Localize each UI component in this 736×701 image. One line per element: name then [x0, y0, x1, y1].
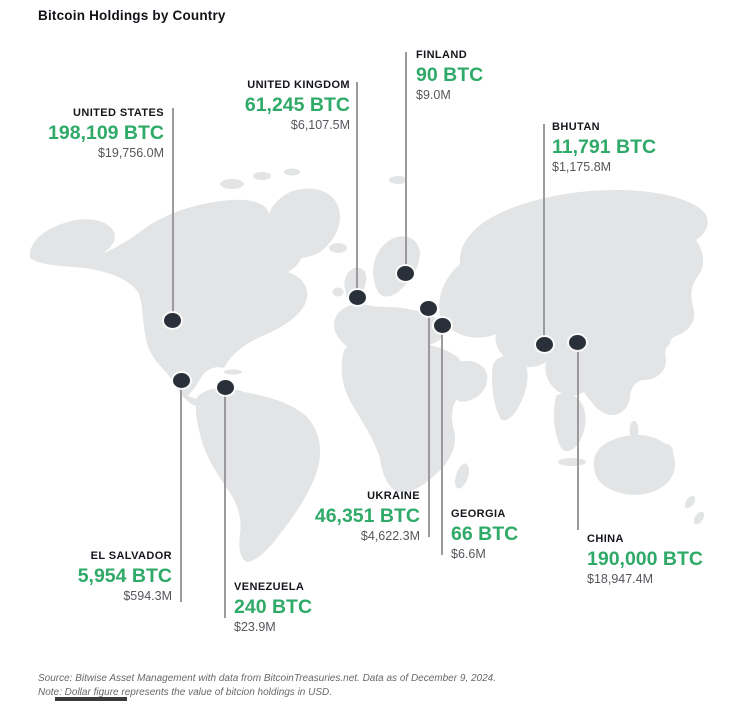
- region-arabia: [449, 360, 488, 402]
- leader-line-united-kingdom: [356, 82, 358, 289]
- btc-amount: 61,245 BTC: [244, 94, 350, 116]
- country-name: UNITED STATES: [73, 107, 164, 119]
- arctic-island: [253, 172, 271, 180]
- usd-value: $9.0M: [416, 88, 451, 102]
- map-marker-georgia: [433, 317, 451, 333]
- map-marker-china: [568, 334, 586, 350]
- island-cuba: [224, 369, 242, 375]
- btc-amount: 240 BTC: [234, 596, 313, 618]
- arctic-island: [389, 176, 407, 184]
- note-line: Note: Dollar figure represents the value…: [38, 687, 333, 698]
- usd-value: $19,756.0M: [97, 146, 164, 160]
- country-name: FINLAND: [416, 49, 468, 61]
- callout-finland: FINLAND 90 BTC $9.0M: [416, 48, 483, 103]
- leader-line-el-salvador: [180, 388, 182, 602]
- btc-amount: 190,000 BTC: [587, 548, 703, 570]
- btc-amount: 90 BTC: [416, 64, 484, 86]
- callout-el-salvador: EL SALVADOR 5,954 BTC $594.3M: [78, 549, 172, 604]
- country-name: UKRAINE: [367, 490, 420, 502]
- leader-line-china: [577, 350, 579, 530]
- island-philippines: [629, 421, 639, 439]
- island-iceland: [329, 243, 347, 253]
- map-marker-united-kingdom: [348, 289, 366, 305]
- map-marker-finland: [396, 265, 414, 281]
- footnote: Source: Bitwise Asset Management with da…: [38, 672, 496, 700]
- callout-united-states: UNITED STATES 198,109 BTC $19,756.0M: [48, 106, 164, 161]
- usd-value: $1,175.8M: [552, 160, 612, 174]
- arctic-island: [220, 179, 244, 189]
- island-new-zealand: [684, 495, 696, 509]
- continent-australia: [593, 434, 676, 495]
- callout-united-kingdom: UNITED KINGDOM 61,245 BTC $6,107.5M: [245, 78, 350, 133]
- usd-value: $4,622.3M: [360, 529, 420, 543]
- leader-line-bhutan: [543, 124, 545, 336]
- callout-china: CHINA 190,000 BTC $18,947.4M: [587, 532, 703, 587]
- region-india: [492, 355, 528, 421]
- continent-south-america: [195, 387, 321, 562]
- leader-line-ukraine: [428, 316, 430, 537]
- btc-amount: 66 BTC: [451, 523, 519, 545]
- btc-amount: 11,791 BTC: [552, 136, 657, 158]
- country-name: BHUTAN: [552, 121, 601, 133]
- country-name: GEORGIA: [451, 508, 506, 520]
- island-japan: [660, 334, 672, 350]
- island-ireland: [332, 287, 344, 297]
- map-marker-el-salvador: [172, 372, 190, 388]
- continent-north-america: [29, 199, 308, 398]
- map-marker-united-states: [163, 312, 181, 328]
- horizontal-scrollbar-thumb[interactable]: [55, 697, 127, 701]
- leader-line-venezuela: [224, 395, 226, 618]
- island-new-zealand: [693, 511, 705, 525]
- country-name: VENEZUELA: [234, 581, 305, 593]
- region-southeast-asia: [553, 393, 586, 452]
- source-line: Source: Bitwise Asset Management with da…: [38, 673, 496, 684]
- usd-value: $6.6M: [451, 547, 486, 561]
- arctic-island: [284, 168, 300, 176]
- page-title: Bitcoin Holdings by Country: [38, 8, 226, 23]
- callout-ukraine: UKRAINE 46,351 BTC $4,622.3M: [315, 489, 420, 544]
- usd-value: $23.9M: [234, 620, 276, 634]
- callout-bhutan: BHUTAN 11,791 BTC $1,175.8M: [552, 120, 656, 175]
- map-marker-ukraine: [419, 300, 437, 316]
- leader-line-georgia: [441, 333, 443, 555]
- country-name: CHINA: [587, 533, 624, 545]
- island-greenland: [265, 188, 340, 259]
- btc-amount: 198,109 BTC: [48, 122, 164, 144]
- callout-georgia: GEORGIA 66 BTC $6.6M: [451, 507, 518, 562]
- map-marker-bhutan: [535, 336, 553, 352]
- island-indonesia: [558, 458, 586, 466]
- island-madagascar: [455, 463, 469, 489]
- callout-venezuela: VENEZUELA 240 BTC $23.9M: [234, 580, 312, 635]
- island-japan: [669, 307, 683, 329]
- usd-value: $18,947.4M: [587, 572, 654, 586]
- continent-asia: [439, 190, 708, 416]
- map-marker-venezuela: [216, 379, 234, 395]
- btc-amount: 46,351 BTC: [314, 505, 420, 527]
- usd-value: $594.3M: [123, 589, 172, 603]
- region-scandinavia: [373, 236, 420, 297]
- country-name: UNITED KINGDOM: [247, 79, 350, 91]
- leader-line-finland: [405, 52, 407, 265]
- btc-amount: 5,954 BTC: [77, 565, 172, 587]
- continent-africa: [341, 338, 467, 493]
- usd-value: $6,107.5M: [290, 118, 350, 132]
- leader-line-united-states: [172, 108, 174, 312]
- country-name: EL SALVADOR: [90, 550, 172, 562]
